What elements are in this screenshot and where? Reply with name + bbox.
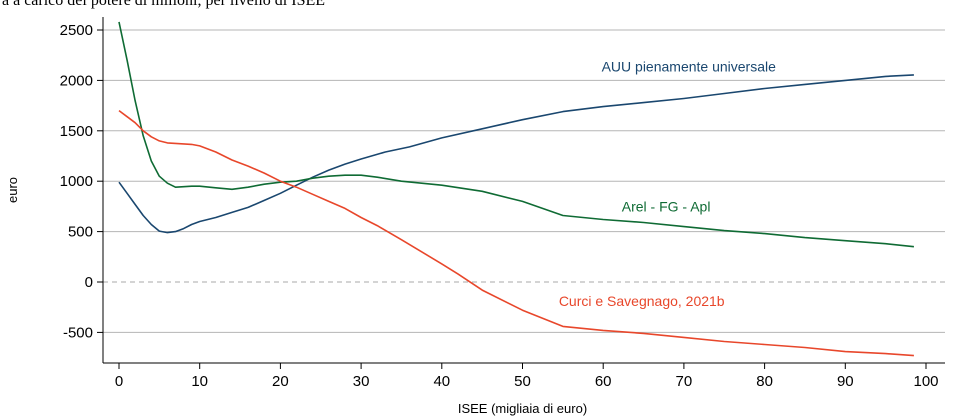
series-label-2: Arel - FG - Apl <box>622 198 711 214</box>
x-tick-label-80: 80 <box>756 373 773 390</box>
grid-lines <box>103 29 945 333</box>
series-labels: AUU pienamente universale Arel - FG - Apl… <box>559 58 776 309</box>
x-tick-label-20: 20 <box>272 373 289 390</box>
axes <box>102 17 945 364</box>
y-tick-label-2000: 2000 <box>60 72 93 89</box>
x-tick-label-30: 30 <box>353 373 370 390</box>
series-line-1 <box>118 74 914 234</box>
series-line-2 <box>118 21 914 248</box>
y-tick-label-500: 500 <box>68 224 93 241</box>
x-tick-label-40: 40 <box>433 373 450 390</box>
series-group <box>118 21 914 357</box>
series-line-3 <box>118 109 914 357</box>
x-tick-label-0: 0 <box>115 373 123 390</box>
x-tick-label-10: 10 <box>191 373 208 390</box>
x-tick-label-100: 100 <box>913 373 938 390</box>
series-label-3: Curci e Savegnago, 2021b <box>559 293 725 309</box>
y-tick-label--500: -500 <box>63 324 93 341</box>
x-tick-label-70: 70 <box>676 373 693 390</box>
y-tick-label-2500: 2500 <box>60 22 93 39</box>
x-tick-label-60: 60 <box>595 373 612 390</box>
x-axis-label: ISEE (migliaia di euro) <box>458 401 587 416</box>
series-label-1: AUU pienamente universale <box>602 58 777 74</box>
figure-caption: a a carico del potere di milioni, per li… <box>2 0 326 9</box>
x-tick-label-90: 90 <box>837 373 854 390</box>
y-axis-label: euro <box>5 177 20 203</box>
x-ticks: 0 10 20 30 40 50 60 70 80 90 100 <box>115 363 939 390</box>
x-tick-label-50: 50 <box>514 373 531 390</box>
y-ticks: 2500 2000 1500 1000 500 0 -500 <box>60 22 103 341</box>
y-tick-label-1000: 1000 <box>60 173 93 190</box>
y-tick-label-1500: 1500 <box>60 123 93 140</box>
y-tick-label-0: 0 <box>85 274 93 291</box>
